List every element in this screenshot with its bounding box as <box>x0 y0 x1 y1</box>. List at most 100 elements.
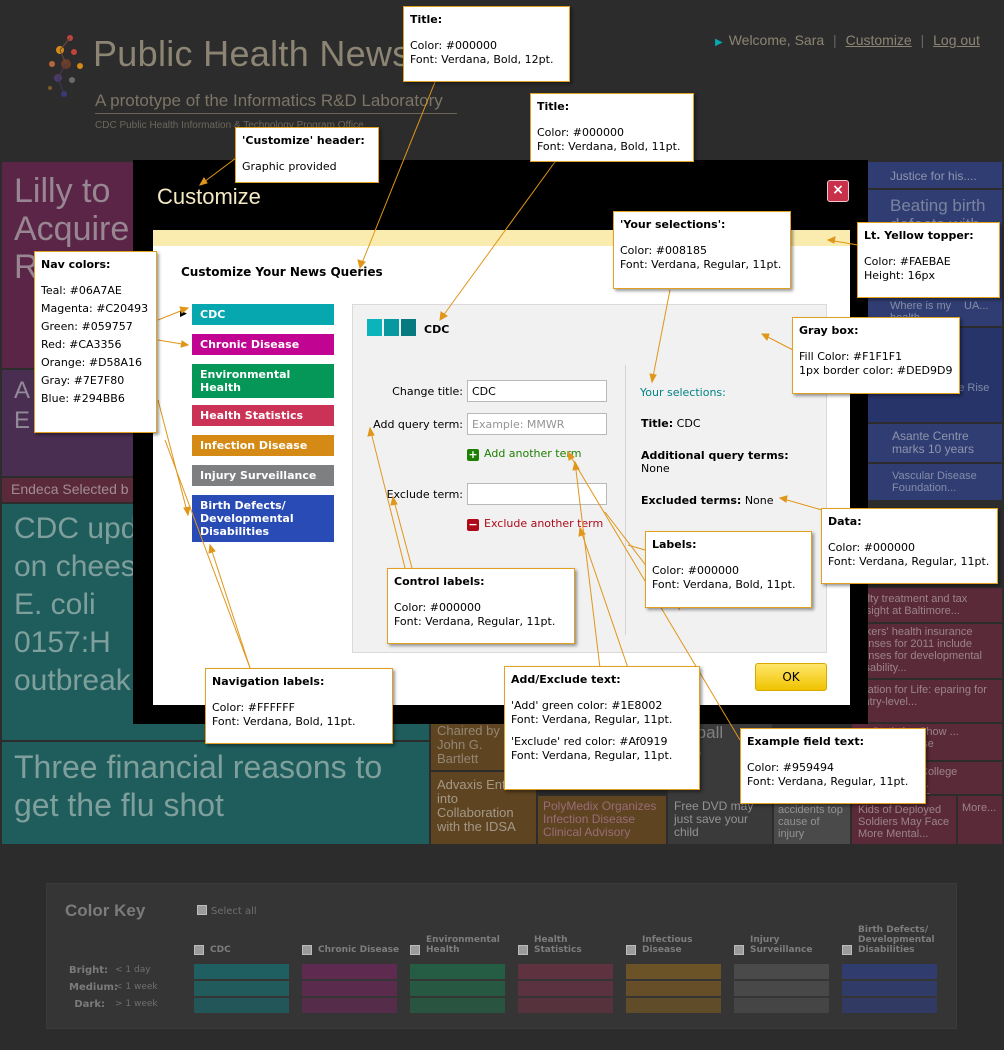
annotation-line: Font: Verdana, Regular, 11pt. <box>511 749 673 762</box>
news-tile[interactable]: ucation for Life: eparing for Entry-leve… <box>852 680 1002 722</box>
selection-title-row: Title: CDC <box>641 417 701 430</box>
row-sub-bright: < 1 day <box>115 965 151 975</box>
news-tile[interactable]: accidents top cause of injury <box>774 796 850 844</box>
nav-item-chronic-disease[interactable]: Chronic Disease <box>192 334 334 355</box>
annotation-line: Red: #CA3356 <box>41 338 122 351</box>
tile-headline: Justice for his.... <box>890 169 977 183</box>
add-another-term-label: Add another term <box>484 447 582 460</box>
color-key-column-label: Chronic Disease <box>318 945 400 955</box>
tile-headline: Three financial reasons to get the flu s… <box>14 749 383 823</box>
news-tile[interactable]: More... <box>958 796 1002 844</box>
nav-item-environmental-health[interactable]: Environmental Health <box>192 364 334 398</box>
color-key-swatch <box>626 998 721 1013</box>
add-query-input[interactable] <box>467 413 607 435</box>
change-title-input[interactable] <box>467 380 607 402</box>
news-tile[interactable]: PolyMedix Organizes Infection Disease Cl… <box>538 796 666 844</box>
selection-additional-value: None <box>641 462 670 475</box>
annotation-nav-colors: Nav colors: Teal: #06A7AE Magenta: #C204… <box>34 251 157 433</box>
annotation-line: Magenta: #C20493 <box>41 302 149 315</box>
annotation-line: 1px border color: #DED9D9 <box>799 364 953 377</box>
selection-excluded-row: Excluded terms: None <box>641 494 774 507</box>
customize-link[interactable]: Customize <box>845 32 912 48</box>
annotation-heading: 'Customize' header: <box>242 134 365 147</box>
checkbox-icon[interactable] <box>626 945 636 955</box>
nav-item-injury-surveillance[interactable]: Injury Surveillance <box>192 465 334 486</box>
select-all[interactable]: Select all <box>197 905 257 917</box>
checkbox-icon[interactable] <box>518 945 528 955</box>
tile-headline: PolyMedix Organizes Infection Disease Cl… <box>543 799 657 839</box>
checkbox-icon[interactable] <box>302 945 312 955</box>
news-tile[interactable]: orkers' health insurance penses for 2011… <box>852 624 1002 678</box>
close-icon[interactable]: × <box>827 180 849 202</box>
checkbox-icon[interactable] <box>194 945 204 955</box>
news-tile[interactable]: Kids of Deployed Soldiers May Face More … <box>852 796 956 844</box>
your-selections-heading: Your selections: <box>640 386 726 399</box>
color-key-column: Environmental Health <box>410 930 505 955</box>
welcome-text: Welcome, Sara <box>728 32 825 48</box>
exclude-term-input[interactable] <box>467 483 607 505</box>
news-tile[interactable]: Vascular Disease Foundation... <box>868 464 1002 500</box>
nav-item-infection-disease[interactable]: Infection Disease <box>192 435 334 456</box>
color-key-column-label: Health Statistics <box>534 935 582 955</box>
checkbox-icon[interactable] <box>842 945 852 955</box>
annotation-line: Color: #959494 <box>747 761 834 774</box>
annotation-line: Font: Verdana, Regular, 11pt. <box>394 615 556 628</box>
annotation-labels: Labels: Color: #000000 Font: Verdana, Bo… <box>645 531 812 608</box>
color-key-swatch <box>410 964 505 979</box>
ok-button[interactable]: OK <box>755 663 827 691</box>
annotation-heading: Labels: <box>652 538 697 551</box>
add-another-term-button[interactable]: + Add another term <box>467 447 581 461</box>
color-key-column-label: Birth Defects/ Developmental Disabilitie… <box>858 925 935 955</box>
logout-link[interactable]: Log out <box>933 32 980 48</box>
color-key-swatch <box>302 964 397 979</box>
annotation-line: 'Exclude' red color: #Af0919 <box>511 735 668 748</box>
row-sub-medium: < 1 week <box>115 982 158 992</box>
site-subtitle: A prototype of the Informatics R&D Labor… <box>95 91 457 114</box>
news-tile[interactable]: Endeca Selected b <box>2 478 133 502</box>
annotation-line: Color: #000000 <box>410 39 497 52</box>
color-key-swatch <box>734 981 829 996</box>
annotation-control-labels: Control labels: Color: #000000 Font: Ver… <box>387 568 575 644</box>
news-tile[interactable]: culty treatment and tax ersight at Balti… <box>852 588 1002 622</box>
selection-excluded-label: Excluded terms: <box>641 494 742 507</box>
select-all-label: Select all <box>211 906 257 917</box>
color-key-column: CDC <box>194 930 289 955</box>
annotation-line: Font: Verdana, Bold, 11pt. <box>212 715 356 728</box>
row-sub-dark: > 1 week <box>115 999 158 1009</box>
annotation-your-selections: 'Your selections': Color: #008185 Font: … <box>613 211 791 289</box>
checkbox-icon[interactable] <box>197 905 207 915</box>
row-label-medium: Medium: <box>69 982 118 993</box>
annotation-example-field: Example field text: Color: #959494 Font:… <box>740 728 926 804</box>
color-key-column: Injury Surveillance <box>734 930 829 955</box>
news-tile[interactable]: Free DVD may just save your child <box>668 796 772 844</box>
annotation-line: Fill Color: #F1F1F1 <box>799 350 903 363</box>
news-tile[interactable]: Justice for his.... <box>868 162 1002 188</box>
checkbox-icon[interactable] <box>410 945 420 955</box>
color-key-swatch <box>194 998 289 1013</box>
tile-headline: UA... <box>964 300 989 312</box>
tile-headline: Asante Centre marks 10 years <box>892 429 975 456</box>
box-title: CDC <box>424 323 450 336</box>
exclude-another-term-button[interactable]: − Exclude another term <box>467 517 603 531</box>
checkbox-icon[interactable] <box>734 945 744 955</box>
tile-headline: Kids of Deployed Soldiers May Face More … <box>858 804 950 840</box>
nav-item-birth-defects[interactable]: Birth Defects/ Developmental Disabilitie… <box>192 495 334 542</box>
annotation-heading: Control labels: <box>394 575 485 588</box>
color-key-swatch <box>842 964 937 979</box>
program-office: CDC Public Health Information & Technolo… <box>95 120 364 131</box>
color-key-swatch <box>842 981 937 996</box>
nav-item-cdc[interactable]: CDC <box>192 304 334 325</box>
color-key-title: Color Key <box>65 901 146 920</box>
news-tile[interactable]: Three financial reasons to get the flu s… <box>2 742 429 844</box>
tile-headline: CDC upd on chees E. coli 0157:H outbreak <box>14 512 138 697</box>
nav-item-health-statistics[interactable]: Health Statistics <box>192 405 334 426</box>
selection-title-value: CDC <box>676 417 701 430</box>
annotation-line: 'Add' green color: #1E8002 <box>511 699 663 712</box>
news-tile[interactable]: Asante Centre marks 10 years <box>868 424 1002 462</box>
annotation-line: Green: #059757 <box>41 320 133 333</box>
annotation-line: Font: Verdana, Regular, 11pt. <box>747 775 909 788</box>
nav-separator: | <box>920 32 925 48</box>
color-key-column: Chronic Disease <box>302 930 399 955</box>
color-key-swatch <box>842 998 937 1013</box>
annotation-line: Color: #000000 <box>652 564 739 577</box>
